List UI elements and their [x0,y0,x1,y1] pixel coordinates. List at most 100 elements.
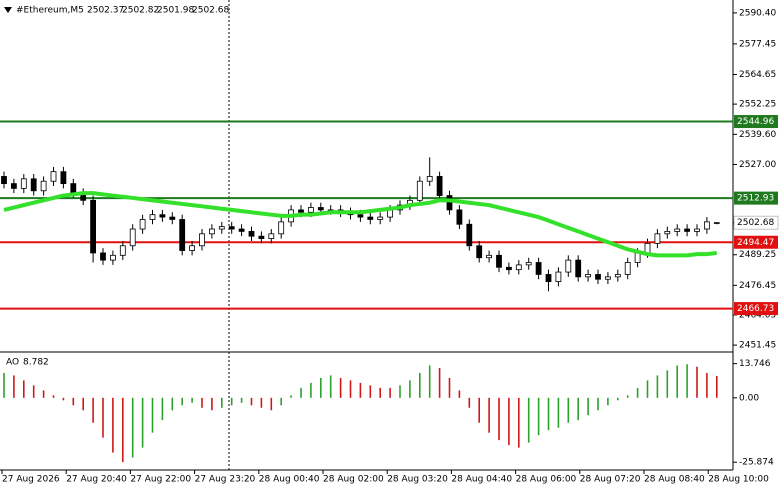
x-tick-label: 28 Aug 08:40 [644,475,705,485]
candle-body [426,176,433,182]
candle-body [377,216,384,220]
candle-body [70,183,77,194]
candle-body [248,231,255,237]
ao-value: 8.782 [23,358,49,368]
y-tick-label: 2577.45 [739,39,776,49]
candle-body [605,276,611,280]
x-tick-label: 27 Aug 20:40 [66,475,127,485]
symbol-title: #Ethereum,M5 [16,6,84,16]
x-tick-label: 28 Aug 07:20 [580,475,641,485]
x-tick-label: 27 Aug 2026 [2,475,60,485]
candle-body [119,245,126,256]
y-tick-label: 0.00 [739,393,759,403]
last-price-box [733,215,779,230]
header-low: 2501.98 [157,6,194,16]
candle-body [565,259,572,273]
candle-body [555,271,562,283]
candle-body [20,178,27,189]
candle-body [307,207,314,213]
level-label: 2544.96 [737,117,774,127]
candle-body [634,252,641,263]
x-tick-label: 28 Aug 02:00 [323,475,384,485]
level-label: 2466.73 [737,304,774,314]
candle-body [40,180,47,192]
y-tick-label: 2527.00 [739,160,776,170]
last-price-label: 2502.68 [737,218,774,228]
candle-body [466,223,473,247]
candle-body [664,231,671,235]
header-high: 2502.82 [122,6,159,16]
x-tick-label: 28 Aug 00:40 [259,475,320,485]
y-tick-label: 13.746 [739,359,771,369]
candle-body [357,214,364,218]
x-tick-label: 27 Aug 22:00 [130,475,191,485]
candle-body [298,209,304,213]
candle-body [50,171,57,182]
candle-body [595,274,601,280]
candle-body [268,233,275,239]
candle-body [60,171,67,185]
candle-body [317,207,324,211]
candle-body [10,183,17,189]
candle-body [585,274,591,278]
header-open: 2502.37 [87,6,124,16]
x-tick-label: 27 Aug 23:20 [195,475,256,485]
candle-body [525,262,532,266]
y-tick-label: 2590.40 [739,8,776,18]
candle-body [258,235,265,239]
candle-body [486,254,493,259]
candle-body [129,228,136,247]
candle-body [496,254,502,268]
candle-body [704,221,710,230]
candle-body [416,180,423,201]
candle-body [684,228,690,232]
candle-body [476,245,483,259]
x-tick-label: 28 Aug 10:00 [708,475,769,485]
level-label-box [734,115,778,129]
candle-body [456,209,463,225]
candle-body [110,254,116,261]
x-tick-label: 28 Aug 06:00 [516,475,577,485]
y-tick-label: 2451.45 [739,341,776,351]
candle-body [535,262,542,275]
candle-body [278,221,285,235]
x-tick-label: 28 Aug 03:20 [387,475,448,485]
candle-body [169,216,176,220]
level-label: 2494.47 [737,238,774,248]
moving-average [3,191,718,258]
candle-body [624,262,631,275]
candle-body [139,219,146,230]
candle-body [575,259,582,278]
y-tick-label: -25.874 [739,458,774,468]
candle-body [159,214,166,218]
ao-title: AO [6,358,19,368]
candle-body [1,176,7,185]
candle-body [100,252,106,261]
menu-icon [4,7,12,13]
candle-body [208,228,215,235]
level-label-box [734,235,778,249]
candle-body [90,199,96,254]
candle-body [179,219,186,251]
candle-body [387,209,394,218]
candle-body [238,228,245,232]
level-label: 2512.93 [737,194,774,204]
candle-body [228,226,235,230]
x-tick-label: 28 Aug 04:40 [451,475,512,485]
candle-body [713,222,720,224]
y-tick-label: 2489.25 [739,250,776,260]
candle-body [654,233,661,244]
candle-body [149,214,156,220]
candle-body [218,226,225,230]
candle-body [199,233,205,247]
candle-body [674,228,681,232]
candle-body [644,242,651,254]
candle-body [505,266,512,271]
candle-body [515,264,522,271]
candle-body [367,216,374,220]
y-tick-label: 2564.65 [739,70,776,80]
level-label-box [734,302,778,316]
y-tick-label: 2552.25 [739,100,776,110]
candle-body [30,178,37,192]
